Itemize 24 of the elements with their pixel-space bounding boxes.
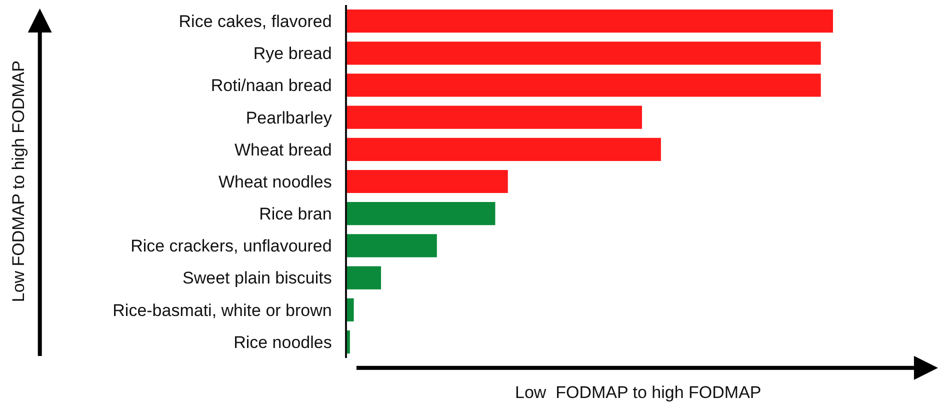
y-axis-title: Low FODMAP to high FODMAP [9, 60, 28, 302]
bar [347, 42, 821, 65]
bar [347, 298, 354, 322]
y-tick-label: Rice crackers, unflavoured [130, 236, 332, 256]
y-tick-label: Roti/naan bread [210, 76, 332, 96]
bar [347, 234, 437, 258]
y-tick-label: Rye bread [253, 44, 332, 64]
bar [347, 170, 508, 194]
bar [347, 9, 833, 33]
y-tick-label: Rice-basmati, white or brown [112, 300, 332, 320]
y-tick-label: Rice cakes, flavored [178, 12, 332, 31]
bar [347, 330, 350, 354]
x-axis-title: Low FODMAP to high FODMAP [515, 383, 762, 402]
y-tick-label: Sweet plain biscuits [182, 268, 332, 288]
y-tick-label: Wheat bread [234, 140, 332, 160]
bar [347, 106, 642, 129]
y-tick-label: Wheat noodles [218, 172, 332, 192]
bar [347, 74, 821, 97]
y-tick-label: Pearlbarley [246, 108, 332, 128]
bar [347, 202, 496, 226]
bar [347, 266, 382, 290]
y-tick-label: Rice noodles [234, 332, 332, 352]
y-tick-label: Rice bran [259, 204, 332, 224]
bar [347, 138, 661, 161]
